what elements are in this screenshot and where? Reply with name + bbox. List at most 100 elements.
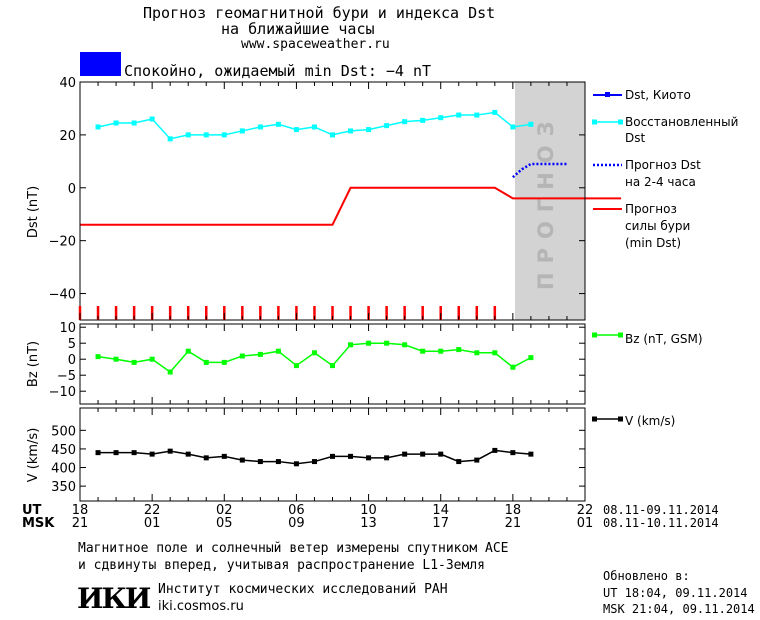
x-tick-label-msk: 01 [576, 516, 594, 531]
bz-point [384, 340, 390, 346]
x-tick-label-ut: 22 [143, 503, 161, 518]
v-point [456, 459, 462, 465]
bz-point [528, 355, 534, 361]
chart-title-line1: Прогноз геомагнитной бури и индекса Dst [143, 4, 496, 22]
legend-label-bz: Bz (nT, GSM) [625, 332, 703, 346]
v-point [257, 459, 263, 465]
legend-label-storm-forecast-line3: (min Dst) [625, 236, 681, 250]
legend-marker-v [592, 416, 597, 422]
restored-dst-point [492, 109, 498, 115]
x-tick-label-msk: 01 [143, 516, 161, 531]
x-tick-label-ut: 14 [432, 503, 449, 518]
x-tick-label-ut: 10 [360, 503, 377, 518]
updated-ut: UT 18:04, 09.11.2014 [603, 586, 748, 600]
legend-label-restored-dst-line2: Dst [625, 131, 645, 145]
bz-point [474, 350, 480, 356]
bz-point [275, 348, 281, 354]
legend: Dst, Киото Восстановленный Dst Прогноз D… [592, 88, 738, 428]
chart-title-line2: на ближайшие часы [221, 20, 375, 38]
y-tick-label: 450 [51, 443, 76, 458]
bz-point [293, 363, 299, 369]
bz-line [97, 342, 532, 374]
bz-point [402, 342, 408, 348]
restored-dst-point [185, 132, 191, 138]
restored-dst-point [456, 112, 462, 118]
institute-url[interactable]: iki.cosmos.ru [158, 599, 244, 614]
v-point [528, 451, 534, 457]
y-tick-label: 40 [59, 76, 76, 91]
bz-point [366, 340, 372, 346]
x-tick-label-msk: 13 [360, 516, 377, 531]
bz-point [113, 356, 119, 362]
legend-label-v: V (km/s) [625, 414, 675, 428]
v-point [95, 450, 101, 456]
y-tick-label: 0 [68, 353, 76, 368]
y-tick-label: 0 [68, 182, 76, 197]
v-point [239, 457, 245, 463]
status-text: Спокойно, ожидаемый min Dst: −4 nT [124, 62, 432, 80]
x-tick-label-msk: 17 [432, 516, 449, 531]
restored-dst-point [330, 132, 335, 138]
forecast-band-label: ПРОГНОЗ [534, 112, 558, 290]
restored-dst-point [131, 120, 137, 126]
restored-dst-point [293, 127, 299, 133]
legend-marker-dst-kyoto [605, 92, 610, 97]
v-point [113, 450, 119, 456]
x-axis-msk-range: 08.11-10.11.2014 [603, 516, 719, 530]
legend-label-storm-forecast-line1: Прогноз [625, 202, 677, 216]
restored-dst-point [203, 132, 209, 138]
v-point [438, 451, 444, 457]
bz-point [311, 350, 317, 356]
footer-note-line1: Магнитное поле и солнечный ветер измерен… [78, 541, 509, 556]
restored-dst-point [366, 127, 372, 133]
bz-point [95, 354, 101, 360]
bz-point [203, 359, 209, 365]
legend-label-storm-forecast-line2: силы бури [625, 219, 690, 233]
y-tick-label: −5 [57, 369, 76, 384]
restored-dst-point [95, 124, 101, 130]
bz-point [492, 350, 498, 356]
restored-dst-point [510, 124, 516, 130]
bz-point [438, 348, 444, 354]
restored-dst-point [149, 116, 155, 122]
y-tick-label: 350 [51, 480, 76, 495]
x-tick-label-ut: 18 [504, 503, 522, 518]
footer-note-line2: и сдвинуты вперед, учитывая распростране… [78, 558, 485, 573]
v-point [348, 453, 354, 459]
legend-marker-restored-dst-2 [618, 119, 623, 125]
v-point [492, 447, 498, 453]
legend-label-restored-dst-line1: Восстановленный [625, 115, 738, 129]
v-point [185, 451, 191, 457]
x-tick-label-msk: 21 [71, 516, 89, 531]
v-point [203, 455, 209, 461]
x-tick-label-msk: 21 [504, 516, 522, 531]
v-point [474, 457, 480, 463]
bz-y-label: Bz (nT) [26, 341, 41, 387]
restored-dst-point [384, 123, 390, 129]
v-point [131, 450, 137, 456]
dst-panel-frame [79, 81, 586, 321]
bz-point [167, 369, 173, 375]
bz-point [239, 353, 245, 359]
v-point [275, 459, 281, 465]
source-url: www.spaceweather.ru [241, 37, 390, 52]
forecast-band [515, 82, 585, 320]
legend-marker-v-2 [618, 416, 623, 422]
restored-dst-point [275, 121, 281, 127]
bz-point [420, 348, 426, 354]
legend-marker-restored-dst [592, 119, 597, 125]
v-point [149, 451, 155, 457]
x-tick-label-ut: 06 [288, 503, 305, 518]
y-tick-label: 5 [68, 337, 76, 352]
v-point [311, 459, 317, 465]
restored-dst-point [167, 136, 173, 142]
bz-point [185, 348, 191, 354]
legend-marker-bz [592, 332, 597, 338]
legend-label-dst-kyoto: Dst, Киото [625, 88, 691, 102]
v-point [167, 448, 173, 454]
v-point [402, 451, 408, 457]
restored-dst-point [528, 121, 534, 127]
bz-point [149, 356, 155, 362]
dst-y-label: Dst (nT) [26, 186, 41, 238]
